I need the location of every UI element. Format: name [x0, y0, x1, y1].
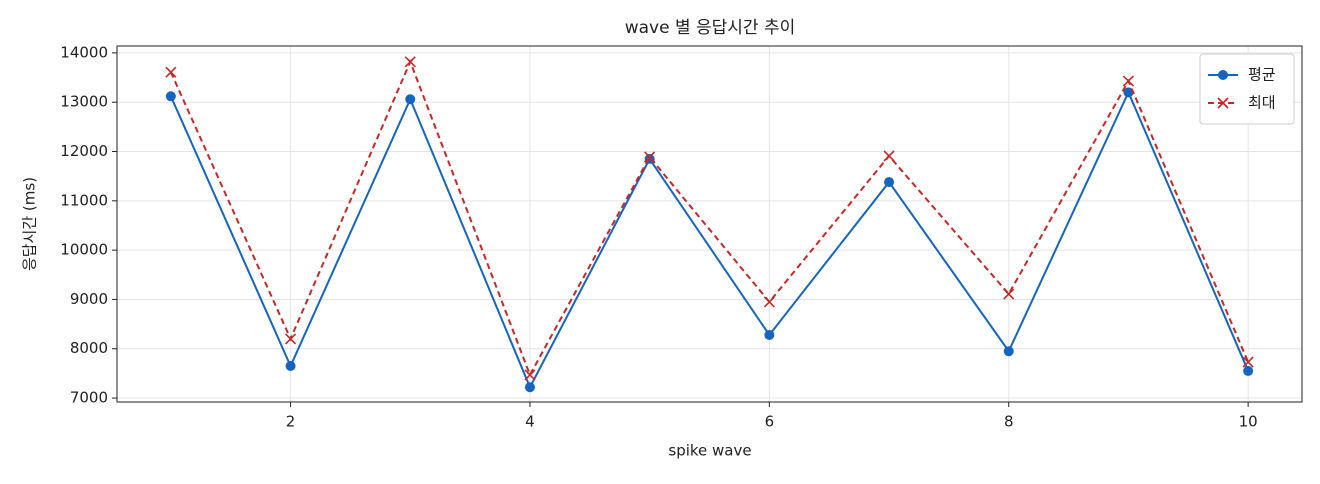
series-line [169, 89, 1250, 390]
y-tick-label: 13000 [60, 93, 108, 111]
chart-title: wave 별 응답시간 추이 [625, 18, 796, 38]
marker [1243, 365, 1254, 376]
x-tick-label: 10 [1239, 413, 1258, 431]
y-tick-label: 10000 [60, 241, 108, 259]
marker [883, 150, 895, 162]
y-tick-label: 12000 [60, 142, 108, 160]
marker [285, 361, 296, 372]
x-tick-label: 8 [1004, 413, 1014, 431]
marker [165, 66, 177, 78]
marker [1003, 288, 1015, 300]
plot-frame [116, 45, 1303, 403]
marker [1123, 87, 1134, 98]
marker [644, 151, 656, 163]
legend-marker [1217, 97, 1229, 109]
legend-label: 최대 [1248, 94, 1276, 112]
marker [284, 333, 297, 345]
series-line [169, 59, 1250, 378]
x-tick-label: 4 [525, 413, 535, 431]
marker [884, 177, 895, 188]
marker [1242, 356, 1254, 368]
marker [404, 56, 416, 68]
marker [524, 382, 535, 393]
legend-label: 평균 [1248, 66, 1276, 84]
marker [764, 329, 775, 340]
x-axis-label: spike wave [668, 442, 751, 460]
y-tick-label: 11000 [60, 191, 108, 209]
marker [524, 369, 536, 381]
marker [1122, 75, 1135, 87]
marker [165, 91, 176, 102]
marker [1003, 346, 1014, 357]
y-tick-label: 14000 [60, 43, 108, 61]
x-tick-label: 6 [765, 413, 775, 431]
y-axis-label: 응답시간 (ms) [21, 177, 39, 271]
x-tick-label: 2 [286, 413, 296, 431]
legend-box [1199, 53, 1295, 125]
y-tick-label: 9000 [70, 290, 108, 308]
legend-marker [1218, 70, 1228, 80]
marker [405, 94, 416, 105]
marker [763, 296, 775, 308]
y-tick-label: 7000 [70, 389, 108, 407]
y-tick-label: 8000 [70, 339, 108, 357]
